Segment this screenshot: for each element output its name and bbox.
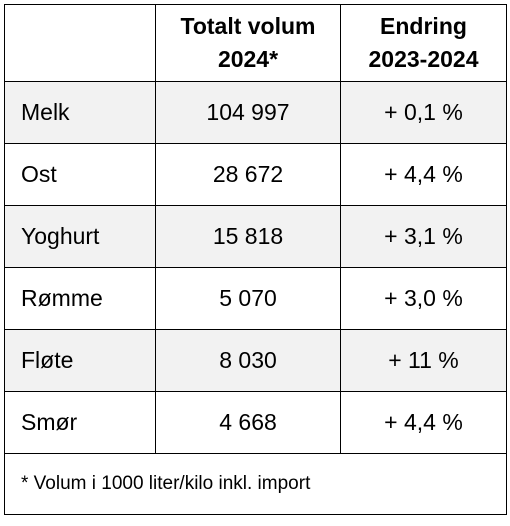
cell: 15 818 — [155, 205, 341, 268]
header-text: 2024* — [217, 46, 279, 72]
header-cell: Totalt volum 2024* — [155, 4, 341, 82]
cell: 5 070 — [155, 267, 341, 330]
cell: 8 030 — [155, 329, 341, 392]
table-row: Smør 4 668 + 4,4 % — [4, 391, 507, 454]
table: Totalt volum 2024* Endring 2023-2024 Melk 1… — [4, 4, 507, 515]
footnote: * Volum i 1000 liter/kilo inkl. import — [4, 453, 507, 515]
cell: + 0,1 % — [340, 81, 507, 144]
table-row: Rømme 5 070 + 3,0 % — [4, 267, 507, 330]
header-row: Totalt volum 2024* Endring 2023-2024 — [4, 4, 507, 82]
cell: + 3,1 % — [340, 205, 507, 268]
header-text: Totalt volum — [180, 13, 316, 39]
cell: 104 997 — [155, 81, 341, 144]
header-text: 2023-2024 — [368, 46, 479, 72]
row-label: Melk — [4, 81, 156, 144]
cell: + 4,4 % — [340, 143, 507, 206]
table-row: Ost 28 672 + 4,4 % — [4, 143, 507, 206]
cell: 4 668 — [155, 391, 341, 454]
row-label: Fløte — [4, 329, 156, 392]
cell: + 11 % — [340, 329, 507, 392]
row-label: Ost — [4, 143, 156, 206]
header-cell — [4, 4, 156, 82]
table-body: Melk 104 997 + 0,1 % Ost 28 672 + 4,4 % Yoghur… — [4, 81, 507, 454]
table-row: Melk 104 997 + 0,1 % — [4, 81, 507, 144]
row-label: Rømme — [4, 267, 156, 330]
cell: 28 672 — [155, 143, 341, 206]
cell: + 3,0 % — [340, 267, 507, 330]
row-label: Smør — [4, 391, 156, 454]
table-row: Fløte 8 030 + 11 % — [4, 329, 507, 392]
header-cell: Endring 2023-2024 — [340, 4, 507, 82]
footnote-row: * Volum i 1000 liter/kilo inkl. import — [4, 453, 507, 515]
table-row: Yoghurt 15 818 + 3,1 % — [4, 205, 507, 268]
row-label: Yoghurt — [4, 205, 156, 268]
header-text: Endring — [380, 13, 467, 39]
cell: + 4,4 % — [340, 391, 507, 454]
